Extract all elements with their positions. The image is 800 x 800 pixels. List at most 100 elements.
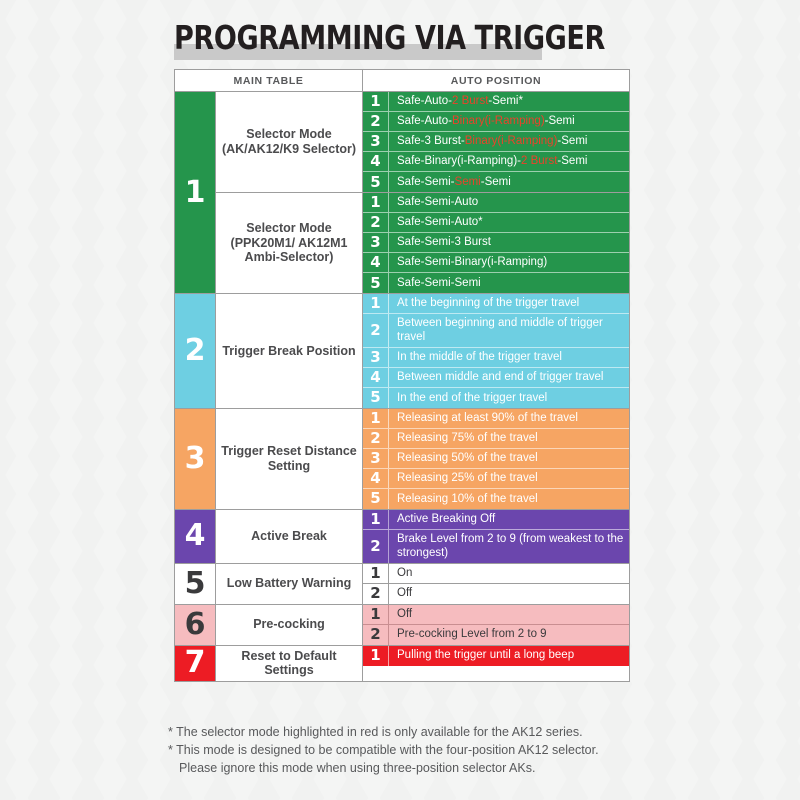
option-text: Safe-Auto- 2 Burst -Semi* <box>389 92 629 111</box>
plain-text: Between beginning and middle of trigger … <box>397 317 603 344</box>
subsection-label: Low Battery Warning <box>215 563 363 604</box>
header-auto-position: AUTO POSITION <box>363 70 629 91</box>
option-row[interactable]: 2 Off <box>363 583 629 604</box>
option-number: 1 <box>363 604 389 624</box>
plain-text: Releasing at least 90% of the travel <box>397 412 578 425</box>
group-number: 4 <box>175 509 215 563</box>
highlighted-red-text: Binary(i-Ramping) <box>464 135 558 148</box>
option-row[interactable]: 4 Between middle and end of trigger trave… <box>363 367 629 388</box>
option-number: 4 <box>363 152 389 171</box>
option-text: In the middle of the trigger travel <box>389 348 629 367</box>
option-row[interactable]: 5 Releasing 10% of the travel <box>363 488 629 509</box>
option-text: Safe-3 Burst- Binary(i-Ramping) -Semi <box>389 132 629 151</box>
group-number: 7 <box>175 645 215 681</box>
table-group: 5 Low Battery Warning 1 On 2 Off <box>175 563 629 605</box>
subsection-label: Active Break <box>215 509 363 563</box>
option-text: Releasing 50% of the travel <box>389 449 629 468</box>
option-text: Releasing at least 90% of the travel <box>389 409 629 428</box>
option-row[interactable]: 3 Releasing 50% of the travel <box>363 448 629 469</box>
option-row[interactable]: 1 Active Breaking Off <box>363 509 629 530</box>
plain-text: Safe-Semi- <box>397 175 455 188</box>
option-number: 1 <box>363 563 389 583</box>
option-row[interactable]: 2 Safe-Auto- Binary(i-Ramping) -Semi <box>363 112 629 132</box>
plain-text: Off <box>397 607 413 620</box>
plain-text: In the end of the trigger travel <box>397 391 548 404</box>
option-row[interactable]: 3 Safe-3 Burst- Binary(i-Ramping) -Semi <box>363 132 629 152</box>
group-body: Trigger Break Position 1 At the beginning … <box>215 294 629 408</box>
option-number: 4 <box>363 253 389 272</box>
plain-text: Safe-Binary(i-Ramping)- <box>397 155 521 168</box>
option-row[interactable]: 3 Safe-Semi-3 Burst <box>363 233 629 253</box>
header-auto-position-label: AUTO POSITION <box>450 74 542 87</box>
group-number: 2 <box>175 294 215 408</box>
subsection-label: Pre-cocking <box>215 604 363 645</box>
plain-text: Brake Level from 2 to 9 (from weakest to… <box>397 532 624 560</box>
highlighted-red-text: 2 Burst <box>520 155 558 168</box>
option-row[interactable]: 1 Safe-Semi-Auto <box>363 193 629 213</box>
subsection-label: Selector Mode (AK/AK12/K9 Selector) <box>215 92 363 192</box>
option-row[interactable]: 4 Safe-Binary(i-Ramping)- 2 Burst -Semi <box>363 152 629 172</box>
group-subsection: Selector Mode (PPK20M1/ AK12M1 Ambi-Sele… <box>215 193 629 293</box>
group-body: Selector Mode (AK/AK12/K9 Selector) 1 Safe… <box>215 92 629 293</box>
option-row[interactable]: 1 Off <box>363 604 629 625</box>
option-text: Safe-Semi-Semi <box>389 273 629 293</box>
group-subsection: Pre-cocking 1 Off 2 Pre-cocking Level from 2… <box>215 604 629 645</box>
option-list: 1 On 2 Off <box>363 563 629 604</box>
option-row[interactable]: 5 Safe-Semi-Semi <box>363 273 629 293</box>
option-row[interactable]: 2 Pre-cocking Level from 2 to 9 <box>363 624 629 645</box>
option-row[interactable]: 5 In the end of the trigger travel <box>363 387 629 408</box>
group-subsection: Active Break 1 Active Breaking Off 2 Brake L… <box>215 509 629 563</box>
option-number: 2 <box>363 529 389 563</box>
option-row[interactable]: 1 Pulling the trigger until a long beep <box>363 645 629 666</box>
option-text: Safe-Semi-3 Burst <box>389 233 629 252</box>
highlighted-red-text: Semi <box>454 175 481 188</box>
option-row[interactable]: 2 Releasing 75% of the travel <box>363 428 629 449</box>
plain-text: Safe-Semi-Auto <box>397 196 479 209</box>
option-text: On <box>389 564 629 583</box>
plain-text: Releasing 75% of the travel <box>397 432 538 445</box>
plain-text: -Semi <box>480 175 511 188</box>
option-text: Safe-Semi-Auto* <box>389 213 629 232</box>
option-text: Safe-Auto- Binary(i-Ramping) -Semi <box>389 112 629 131</box>
option-text: Brake Level from 2 to 9 (from weakest to… <box>389 530 629 563</box>
plain-text: At the beginning of the trigger travel <box>397 297 580 310</box>
plain-text: Off <box>397 587 413 600</box>
highlighted-red-text: 2 Burst <box>451 95 489 108</box>
header-main-table: MAIN TABLE <box>175 70 363 91</box>
option-text: Releasing 10% of the travel <box>389 489 629 509</box>
option-row[interactable]: 4 Safe-Semi-Binary(i-Ramping) <box>363 253 629 273</box>
group-subsection: Low Battery Warning 1 On 2 Off <box>215 563 629 604</box>
option-number: 5 <box>363 387 389 408</box>
option-row[interactable]: 4 Releasing 25% of the travel <box>363 468 629 489</box>
group-body: Pre-cocking 1 Off 2 Pre-cocking Level from 2… <box>215 604 629 645</box>
plain-text: In the middle of the trigger travel <box>397 351 562 364</box>
plain-text: -Semi <box>544 115 575 128</box>
option-row[interactable]: 1 Safe-Auto- 2 Burst -Semi* <box>363 92 629 112</box>
group-body: Low Battery Warning 1 On 2 Off <box>215 563 629 604</box>
option-number: 1 <box>363 408 389 428</box>
option-row[interactable]: 1 On <box>363 563 629 584</box>
option-number: 4 <box>363 367 389 387</box>
option-text: Pre-cocking Level from 2 to 9 <box>389 625 629 645</box>
table-group: 1 Selector Mode (AK/AK12/K9 Selector) 1 Saf… <box>175 92 629 294</box>
group-number: 5 <box>175 563 215 604</box>
option-list: 1 Pulling the trigger until a long beep <box>363 645 629 682</box>
option-row[interactable]: 3 In the middle of the trigger travel <box>363 347 629 368</box>
option-number: 3 <box>363 347 389 367</box>
option-text: Releasing 25% of the travel <box>389 469 629 488</box>
option-row[interactable]: 2 Safe-Semi-Auto* <box>363 213 629 233</box>
option-row[interactable]: 5 Safe-Semi- Semi -Semi <box>363 172 629 192</box>
group-body: Reset to Default Settings 1 Pulling the tr… <box>215 645 629 682</box>
group-number: 6 <box>175 604 215 645</box>
plain-text: On <box>397 566 413 579</box>
option-row[interactable]: 1 Releasing at least 90% of the travel <box>363 408 629 429</box>
title-highlight-bar <box>174 44 542 60</box>
option-row[interactable]: 1 At the beginning of the trigger travel <box>363 294 629 314</box>
option-text: Between beginning and middle of trigger … <box>389 314 629 347</box>
plain-text: Releasing 10% of the travel <box>397 492 538 505</box>
option-row[interactable]: 2 Brake Level from 2 to 9 (from weakest t… <box>363 529 629 563</box>
header-main-table-label: MAIN TABLE <box>233 74 304 87</box>
option-list: 1 Releasing at least 90% of the travel 2 Re… <box>363 408 629 509</box>
option-row[interactable]: 2 Between beginning and middle of trigger… <box>363 314 629 348</box>
option-number: 1 <box>363 193 389 212</box>
